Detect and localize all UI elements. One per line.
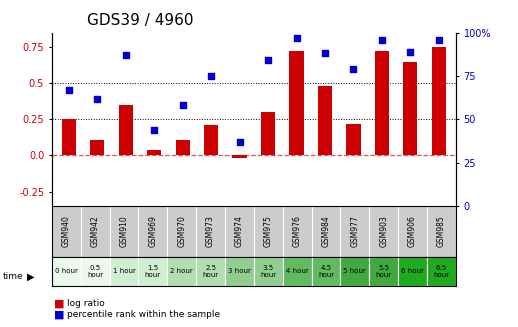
Text: GSM973: GSM973	[206, 215, 215, 247]
Point	[435, 37, 443, 42]
Point	[150, 127, 159, 132]
Text: GSM910: GSM910	[120, 215, 128, 247]
Text: GSM906: GSM906	[408, 215, 417, 247]
Text: 5 hour: 5 hour	[343, 268, 366, 274]
Text: 0.5
hour: 0.5 hour	[87, 265, 103, 278]
Bar	[254, 257, 283, 286]
Bar	[225, 257, 254, 286]
Text: GSM903: GSM903	[379, 215, 388, 247]
Text: time: time	[3, 272, 23, 281]
Text: 0 hour: 0 hour	[55, 268, 78, 274]
Bar	[375, 51, 389, 155]
Text: 6 hour: 6 hour	[401, 268, 424, 274]
Point	[93, 96, 102, 101]
Point	[207, 73, 215, 78]
Point	[264, 58, 272, 63]
Bar	[398, 257, 427, 286]
Bar	[283, 257, 311, 286]
Bar	[311, 257, 340, 286]
Bar	[347, 124, 361, 155]
Bar	[290, 51, 304, 155]
Bar	[369, 257, 398, 286]
Text: 3 hour: 3 hour	[228, 268, 251, 274]
Text: GDS39 / 4960: GDS39 / 4960	[87, 13, 193, 28]
Bar	[167, 257, 196, 286]
Bar	[340, 257, 369, 286]
Text: 1 hour: 1 hour	[112, 268, 135, 274]
Bar	[196, 257, 225, 286]
Text: GSM976: GSM976	[293, 215, 301, 247]
Bar	[119, 105, 133, 155]
Point	[236, 139, 244, 145]
Bar	[204, 125, 218, 155]
Text: GSM977: GSM977	[350, 215, 359, 247]
Text: GSM969: GSM969	[148, 215, 157, 247]
Point	[292, 35, 300, 41]
Text: ■: ■	[54, 299, 65, 308]
Bar	[62, 119, 76, 155]
Bar	[109, 257, 138, 286]
Text: ▶: ▶	[27, 271, 35, 281]
Text: 4 hour: 4 hour	[286, 268, 309, 274]
Text: 4.5
hour: 4.5 hour	[318, 265, 334, 278]
Text: GSM975: GSM975	[264, 215, 273, 247]
Bar	[52, 257, 81, 286]
Text: 2.5
hour: 2.5 hour	[203, 265, 219, 278]
Text: GSM942: GSM942	[91, 215, 99, 247]
Point	[349, 66, 357, 72]
Point	[65, 87, 73, 93]
Bar	[431, 47, 446, 155]
Bar	[176, 140, 190, 155]
Bar	[81, 257, 109, 286]
Bar	[427, 257, 456, 286]
Text: 2 hour: 2 hour	[170, 268, 193, 274]
Text: GSM985: GSM985	[437, 215, 446, 247]
Bar	[147, 150, 161, 155]
Text: GSM984: GSM984	[322, 215, 330, 247]
Text: 6.5
hour: 6.5 hour	[434, 265, 450, 278]
Text: 1.5
hour: 1.5 hour	[145, 265, 161, 278]
Text: GSM940: GSM940	[62, 215, 71, 247]
Text: GSM974: GSM974	[235, 215, 244, 247]
Bar	[318, 86, 332, 155]
Text: percentile rank within the sample: percentile rank within the sample	[67, 310, 221, 319]
Text: ■: ■	[54, 310, 65, 319]
Text: 5.5
hour: 5.5 hour	[376, 265, 392, 278]
Bar	[403, 61, 418, 155]
Point	[321, 51, 329, 56]
Bar	[261, 112, 275, 155]
Point	[122, 53, 130, 58]
Bar	[233, 155, 247, 158]
Point	[179, 103, 187, 108]
Text: 3.5
hour: 3.5 hour	[260, 265, 276, 278]
Point	[406, 49, 414, 54]
Text: GSM970: GSM970	[177, 215, 186, 247]
Bar	[90, 140, 105, 155]
Text: log ratio: log ratio	[67, 299, 105, 308]
Point	[378, 37, 386, 42]
Bar	[138, 257, 167, 286]
